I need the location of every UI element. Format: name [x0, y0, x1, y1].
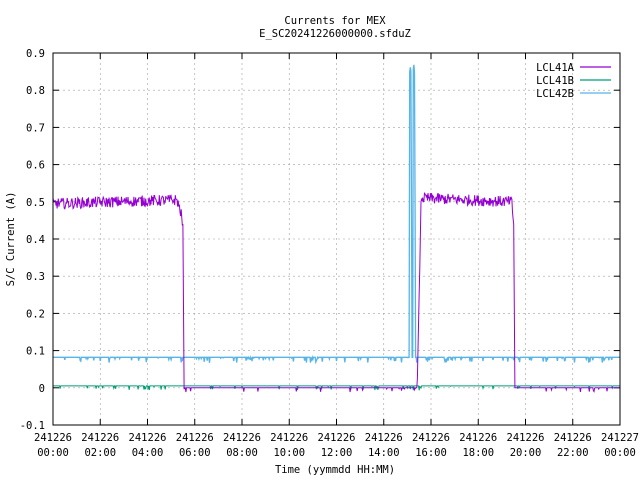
x-tick-time-label: 08:00 [226, 447, 258, 459]
y-tick-label: 0.9 [26, 48, 45, 60]
x-tick-time-label: 02:00 [84, 447, 116, 459]
x-tick-date-label: 241226 [129, 432, 167, 444]
x-tick-time-label: 00:00 [604, 447, 636, 459]
series-line-lcl42b [53, 64, 620, 365]
x-tick-date-label: 241226 [176, 432, 214, 444]
x-tick-time-label: 16:00 [415, 447, 447, 459]
x-tick-date-label: 241226 [365, 432, 403, 444]
x-tick-time-label: 14:00 [368, 447, 400, 459]
x-tick-date-label: 241226 [81, 432, 119, 444]
y-tick-label: 0.3 [26, 271, 45, 283]
x-tick-time-label: 06:00 [179, 447, 211, 459]
chart-subtitle: E_SC20241226000000.sfduZ [259, 28, 411, 40]
x-tick-time-label: 18:00 [462, 447, 494, 459]
y-tick-label: 0.2 [26, 308, 45, 320]
x-tick-date-label: 241226 [507, 432, 545, 444]
x-tick-date-label: 241226 [223, 432, 261, 444]
x-tick-time-label: 22:00 [557, 447, 589, 459]
plot-frame [52, 52, 621, 426]
y-tick-label: 0 [39, 383, 45, 395]
x-tick-date-label: 241226 [270, 432, 308, 444]
legend-label-lcl41b: LCL41B [536, 75, 574, 87]
x-tick-date-label: 241226 [459, 432, 497, 444]
x-tick-time-label: 04:00 [132, 447, 164, 459]
x-tick-labels: 241226 00:00 241226 02:00 241226 04:00 241226 0… [34, 432, 639, 459]
x-tick-time-label: 12:00 [321, 447, 353, 459]
x-tick-time-label: 10:00 [273, 447, 305, 459]
x-tick-time-label: 00:00 [37, 447, 69, 459]
y-tick-labels: -0.1 0 0.1 0.2 0.3 0.4 0.5 0.6 0.7 0.8 0.9 [20, 48, 45, 432]
x-tick-date-label: 241226 [318, 432, 356, 444]
legend-label-lcl41a: LCL41A [536, 62, 575, 74]
chart-title: Currents for MEX [284, 15, 386, 27]
y-tick-label: 0.7 [26, 122, 45, 134]
y-axis-label: S/C Current (A) [5, 192, 17, 287]
y-tick-label: 0.5 [26, 197, 45, 209]
y-tick-label: 0.1 [26, 346, 45, 358]
x-tick-date-label: 241226 [412, 432, 450, 444]
series-line-lcl41a [52, 192, 620, 393]
x-axis-label: Time (yymmdd HH:MM) [275, 464, 395, 476]
y-tick-label: 0.8 [26, 85, 45, 97]
x-tick-time-label: 20:00 [510, 447, 542, 459]
y-tick-label: -0.1 [20, 420, 45, 432]
x-tick-date-label: 241227 [601, 432, 639, 444]
series-line-lcl41b [53, 385, 620, 391]
series-lines [52, 64, 620, 393]
x-tick-date-label: 241226 [554, 432, 592, 444]
y-tick-label: 0.4 [26, 234, 45, 246]
y-tick-label: 0.6 [26, 160, 45, 172]
x-tick-date-label: 241226 [34, 432, 72, 444]
legend-label-lcl42b: LCL42B [536, 88, 574, 100]
grid-lines [53, 53, 620, 425]
